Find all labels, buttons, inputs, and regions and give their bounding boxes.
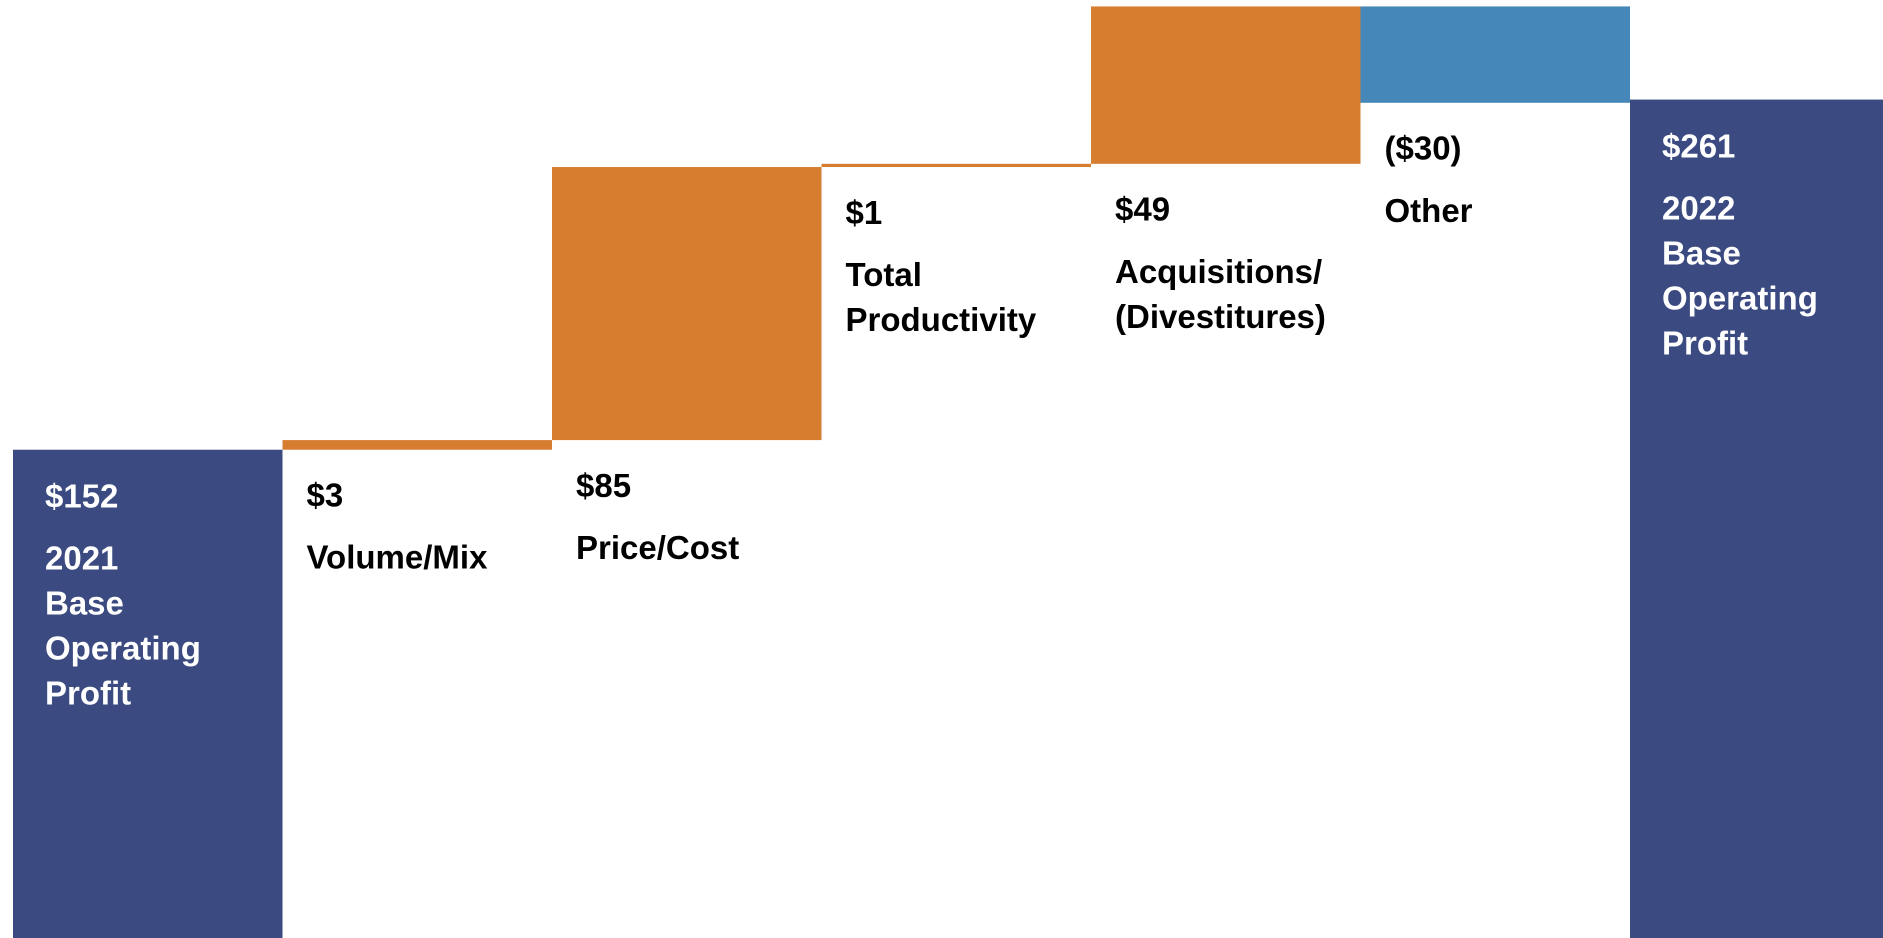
value-label: $49	[1115, 191, 1170, 228]
label-line: Operating	[1662, 279, 1818, 316]
category-label: Other	[1385, 192, 1473, 229]
label-line: Acquisitions/	[1115, 253, 1322, 290]
label-line: 2022	[1662, 189, 1735, 226]
category-label: Price/Cost	[576, 529, 739, 566]
value-label: $1	[846, 194, 883, 231]
value-label: $261	[1662, 127, 1735, 164]
label-line: Total	[846, 256, 922, 293]
category-label: Acquisitions/ (Divestitures)	[1115, 253, 1326, 335]
bar	[282, 440, 552, 450]
bar	[13, 449, 283, 938]
bar	[1091, 6, 1361, 164]
label-line: Other	[1385, 192, 1473, 229]
label-line: Productivity	[846, 301, 1037, 338]
category-label: 2022 Base Operating Profit	[1662, 189, 1818, 361]
label-line: Operating	[45, 629, 201, 666]
label-line: (Divestitures)	[1115, 298, 1326, 335]
value-label: $85	[576, 467, 631, 504]
bar	[1360, 6, 1630, 103]
bar	[821, 163, 1091, 168]
label-line: 2021	[45, 539, 118, 576]
bar	[552, 167, 822, 441]
label-line: Price/Cost	[576, 529, 739, 566]
category-label: 2021 Base Operating Profit	[45, 539, 201, 711]
value-label: ($30)	[1385, 130, 1462, 167]
label-line: Base	[1662, 234, 1741, 271]
bar	[1630, 99, 1883, 938]
category-label: Volume/Mix	[307, 538, 489, 575]
value-label: $152	[45, 477, 118, 514]
label-line: Profit	[1662, 324, 1748, 361]
label-line: Base	[45, 584, 124, 621]
label-line: Profit	[45, 674, 131, 711]
label-line: Volume/Mix	[307, 538, 489, 575]
value-label: $3	[307, 476, 344, 513]
category-label: Total Productivity	[846, 256, 1037, 338]
